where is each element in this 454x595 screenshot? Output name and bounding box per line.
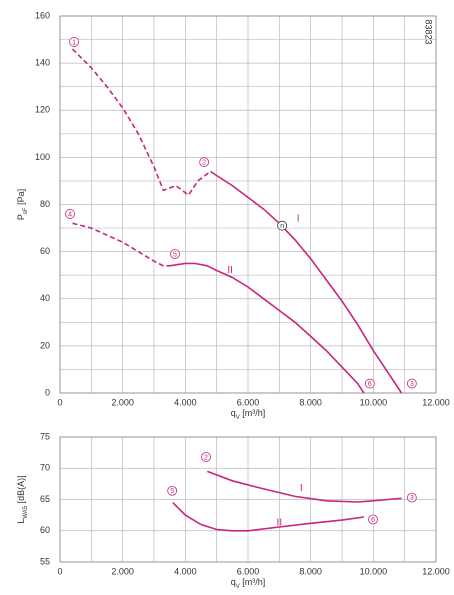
point-label: 6	[368, 381, 372, 388]
point-label: 5	[173, 251, 177, 258]
x-axis-label-part: q	[231, 577, 236, 587]
x-tick-label: 6.000	[237, 566, 260, 576]
point-label: 4	[68, 211, 72, 218]
x-tick-label: 8.000	[299, 397, 322, 407]
x-tick-label: 10.000	[360, 397, 388, 407]
point-label: n	[280, 223, 284, 230]
curve	[72, 222, 170, 267]
y-axis-label: LWA5 [dB(A)]	[16, 475, 28, 523]
y-tick-label: 55	[40, 556, 50, 566]
x-axis-label-part: q	[231, 408, 236, 418]
curve	[207, 470, 402, 503]
y-tick-label: 100	[35, 152, 50, 162]
y-axis-label-part: P	[16, 214, 26, 220]
x-tick-label: 12.000	[422, 397, 450, 407]
point-marker	[65, 209, 75, 219]
x-tick-label: 4.000	[174, 397, 197, 407]
x-tick-label: 0	[57, 397, 62, 407]
figure-code: 83823	[424, 19, 434, 44]
y-tick-label: 140	[35, 58, 50, 68]
y-tick-label: 80	[40, 199, 50, 209]
x-tick-label: 12.000	[422, 566, 450, 576]
y-tick-label: 75	[40, 431, 50, 441]
point-label: 6	[371, 517, 375, 524]
x-tick-label: 4.000	[174, 566, 197, 576]
point-label: 3	[410, 495, 414, 502]
curve	[172, 502, 365, 532]
x-axis-label-part: [m³/h]	[240, 408, 266, 418]
x-tick-label: 2.000	[111, 397, 134, 407]
point-marker	[368, 514, 378, 525]
x-tick-label: 2.000	[111, 566, 134, 576]
point-marker	[406, 378, 417, 389]
y-axis-label-part: L	[16, 519, 26, 524]
curve	[71, 48, 211, 197]
point-marker	[199, 157, 210, 167]
curve	[209, 170, 403, 394]
y-tick-label: 160	[35, 10, 50, 20]
x-tick-label: 8.000	[299, 566, 322, 576]
point-marker	[69, 37, 79, 47]
point-label: 2	[204, 454, 208, 461]
plot-frame	[59, 436, 437, 563]
y-axis-label-part: [dB(A)]	[16, 475, 26, 506]
y-axis-label-part: sF	[23, 207, 29, 214]
point-marker	[170, 249, 180, 259]
y-tick-label: 60	[40, 525, 50, 535]
point-label: 5	[170, 488, 174, 495]
y-tick-label: 20	[40, 340, 50, 350]
plot-frame	[59, 15, 437, 394]
curve-label: I	[300, 483, 303, 494]
x-axis-label-part: V	[236, 415, 240, 421]
x-tick-label: 0	[57, 566, 62, 576]
point-marker	[277, 220, 288, 231]
y-tick-label: 65	[40, 494, 50, 504]
y-axis-label: PsF [Pa]	[16, 189, 28, 220]
x-axis-label: qV [m³/h]	[231, 408, 266, 420]
point-label: 3	[410, 381, 414, 388]
x-tick-label: 6.000	[237, 397, 260, 407]
point-marker	[167, 485, 178, 496]
point-marker	[364, 378, 375, 389]
curve-label: I	[297, 213, 300, 224]
point-marker	[406, 492, 417, 503]
y-tick-label: 120	[35, 105, 50, 115]
y-tick-label: 0	[45, 387, 50, 397]
point-label: 2	[202, 159, 206, 166]
x-axis-label: qV [m³/h]	[231, 577, 266, 589]
y-tick-label: 70	[40, 463, 50, 473]
point-label: 1	[72, 39, 76, 46]
curve-label: II	[227, 265, 233, 276]
y-axis-label-part: [Pa]	[16, 189, 26, 208]
x-tick-label: 10.000	[360, 566, 388, 576]
curve	[169, 262, 365, 394]
y-tick-label: 40	[40, 293, 50, 303]
curve-label: II	[277, 517, 283, 528]
x-axis-label-part: [m³/h]	[240, 577, 266, 587]
y-axis-label-part: WA5	[23, 505, 29, 518]
x-axis-label-part: V	[236, 584, 240, 590]
y-tick-label: 60	[40, 246, 50, 256]
point-marker	[201, 452, 211, 462]
